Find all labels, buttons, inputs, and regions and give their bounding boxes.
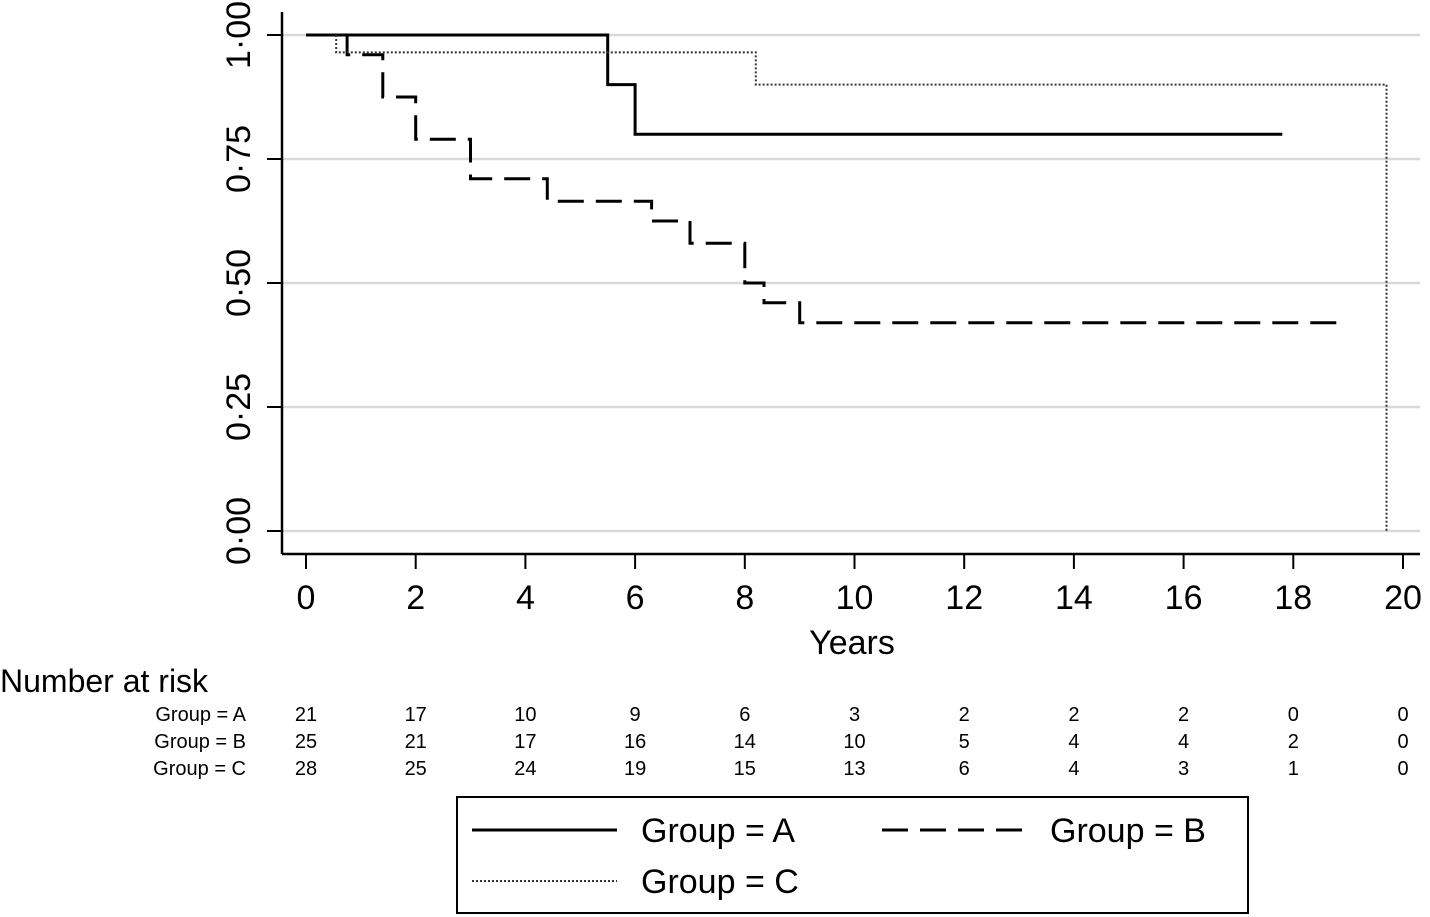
series-line-b [306,33,1349,325]
risk-cell: 10 [514,704,536,726]
risk-cell: 0 [1397,731,1408,753]
risk-cell: 4 [1178,731,1189,753]
gridlines [282,33,1420,533]
legend-label-b: Group = B [1050,812,1206,850]
risk-cell: 9 [630,704,641,726]
x-tick-label: 12 [945,579,983,617]
risk-cell: 0 [1397,704,1408,726]
risk-cell: 13 [843,758,865,780]
x-tick-label: 0 [297,579,316,617]
risk-cell: 4 [1068,731,1079,753]
risk-cell: 10 [843,731,865,753]
x-tick-label: 10 [836,579,874,617]
survival-curves [306,33,1388,531]
risk-cell: 0 [1288,704,1299,726]
risk-cell: 21 [405,731,427,753]
x-tick-label: 14 [1055,579,1093,617]
risk-row-label: Group = A [155,704,246,726]
risk-row-label: Group = C [153,758,246,780]
y-ticks: 0·00 0·25 0·50 0·75 1·00 [220,1,282,565]
risk-cell: 5 [959,731,970,753]
risk-cell: 2 [1068,704,1079,726]
y-tick-label: 1·00 [220,1,258,69]
risk-cell: 17 [514,731,536,753]
risk-cell: 24 [514,758,536,780]
risk-cell: 25 [405,758,427,780]
risk-cell: 6 [739,704,750,726]
legend-label-c: Group = C [641,863,799,901]
risk-cell: 4 [1068,758,1079,780]
risk-table: Number at risk Group = A 21 17 10 9 6 3 2 2 2 0 0Gr… [0,663,1409,780]
risk-cell: 25 [295,731,317,753]
risk-cell: 14 [734,731,756,753]
series-line-a [306,33,1283,136]
x-tick-label: 4 [516,579,535,617]
risk-cell: 16 [624,731,646,753]
risk-cell: 6 [959,758,970,780]
risk-cell: 0 [1397,758,1408,780]
y-tick-label: 0·75 [220,125,258,193]
y-tick-label: 0·25 [220,373,258,441]
x-tick-label: 20 [1384,579,1422,617]
risk-cell: 2 [959,704,970,726]
risk-cell: 2 [1288,731,1299,753]
y-tick-label: 0·00 [220,497,258,565]
risk-row-label: Group = B [154,731,246,753]
x-ticks: 0 2 4 6 8 10 12 14 16 18 20 [297,554,1422,617]
x-axis-title: Years [809,624,895,662]
risk-cell: 19 [624,758,646,780]
series-line-c [335,35,1388,531]
legend-label-a: Group = A [641,812,795,850]
legend-box [456,796,1249,914]
x-tick-label: 2 [406,579,425,617]
x-tick-label: 8 [735,579,754,617]
risk-cell: 21 [295,704,317,726]
risk-table-title: Number at risk [0,663,209,699]
legend: Group = A Group = B Group = C [456,796,1249,914]
y-tick-label: 0·50 [220,249,258,317]
risk-cell: 3 [849,704,860,726]
risk-cell: 1 [1288,758,1299,780]
risk-cell: 3 [1178,758,1189,780]
x-tick-label: 6 [626,579,645,617]
x-tick-label: 18 [1274,579,1312,617]
risk-cell: 2 [1178,704,1189,726]
x-tick-label: 16 [1165,579,1203,617]
risk-cell: 15 [734,758,756,780]
risk-cell: 28 [295,758,317,780]
risk-cell: 17 [405,704,427,726]
